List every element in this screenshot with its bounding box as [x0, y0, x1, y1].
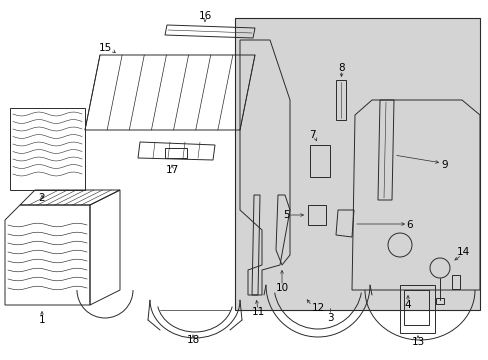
Bar	[451, 275, 459, 289]
Text: 18: 18	[186, 335, 199, 345]
Bar	[309, 145, 329, 177]
Text: 7: 7	[308, 130, 315, 140]
Text: 13: 13	[410, 337, 424, 347]
Text: 6: 6	[406, 220, 412, 230]
Text: 15: 15	[98, 43, 111, 53]
Bar	[307, 205, 325, 225]
Text: 5: 5	[282, 210, 289, 220]
Text: 3: 3	[326, 313, 333, 323]
Bar	[10, 108, 85, 190]
Text: 10: 10	[275, 283, 288, 293]
Text: 1: 1	[39, 315, 45, 325]
Text: 4: 4	[404, 300, 410, 310]
Bar	[435, 298, 443, 304]
Text: 9: 9	[441, 160, 447, 170]
Text: 2: 2	[39, 193, 45, 203]
Bar	[235, 18, 479, 310]
Bar	[399, 285, 434, 333]
Bar	[335, 80, 346, 120]
Text: 11: 11	[251, 307, 264, 317]
Bar	[403, 290, 428, 325]
Text: 17: 17	[165, 165, 178, 175]
Text: 14: 14	[455, 247, 468, 257]
Text: 8: 8	[338, 63, 345, 73]
Text: 12: 12	[311, 303, 324, 313]
Bar	[164, 148, 186, 158]
Text: 16: 16	[198, 11, 211, 21]
